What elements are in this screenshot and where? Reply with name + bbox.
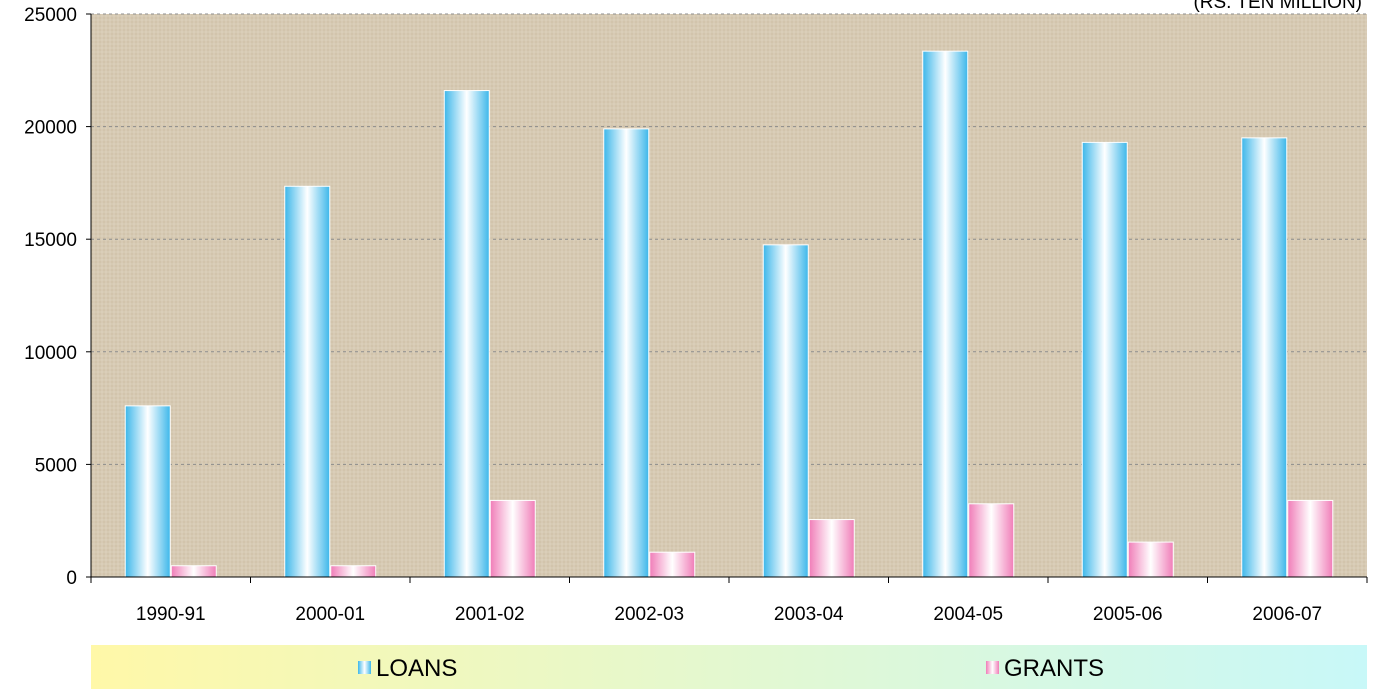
unit-label: (RS. TEN MILLION) (1193, 0, 1362, 13)
y-tick-label: 0 (66, 568, 77, 589)
legend-label-grants: GRANTS (1004, 655, 1104, 682)
x-tick-label: 2000-01 (295, 604, 365, 625)
legend-label-loans: LOANS (376, 655, 457, 682)
bar-loans-2000-01 (284, 185, 331, 578)
bar-loans-2004-05 (922, 50, 969, 578)
x-tick-label: 2002-03 (614, 604, 684, 625)
y-tick-label: 15000 (24, 230, 77, 251)
legend-item-loans: LOANS (358, 655, 457, 682)
y-tick-label: 25000 (24, 5, 77, 26)
legend-box (91, 645, 1367, 689)
bar-grants-2001-02 (489, 499, 536, 578)
bar-grants-2004-05 (968, 503, 1015, 578)
x-tick-label: 2001-02 (455, 604, 525, 625)
bar-loans-2003-04 (762, 244, 809, 578)
bar-loans-1990-91 (124, 405, 171, 578)
bar-loans-2002-03 (603, 128, 650, 578)
x-tick-label: 2006-07 (1252, 604, 1322, 625)
plot-area (91, 14, 1367, 577)
bars (124, 50, 1334, 578)
bar-grants-2005-06 (1127, 541, 1174, 578)
bar-grants-2006-07 (1287, 499, 1334, 578)
bar-grants-2003-04 (808, 519, 855, 578)
x-tick-label: 2005-06 (1093, 604, 1163, 625)
axes (86, 13, 1368, 583)
bar-loans-2006-07 (1241, 137, 1288, 578)
legend-swatch-loans (358, 661, 371, 674)
bar-loans-2005-06 (1081, 141, 1128, 578)
x-tick-label: 2003-04 (774, 604, 844, 625)
legend-swatch-grants (986, 661, 999, 674)
bar-grants-2002-03 (649, 551, 696, 578)
bar-grants-1990-91 (170, 565, 217, 578)
bar-grants-2000-01 (330, 565, 377, 578)
legend-item-grants: GRANTS (986, 655, 1104, 682)
bar-loans-2001-02 (443, 90, 490, 578)
y-tick-label: 10000 (24, 343, 77, 364)
y-tick-label: 5000 (35, 455, 77, 476)
y-tick-label: 20000 (24, 118, 77, 139)
x-tick-label: 2004-05 (933, 604, 1003, 625)
tick-labels: 0 5000 10000 15000 20000 25000 1990-91 2000-01 2… (24, 5, 1322, 625)
x-tick-label: 1990-91 (136, 604, 206, 625)
